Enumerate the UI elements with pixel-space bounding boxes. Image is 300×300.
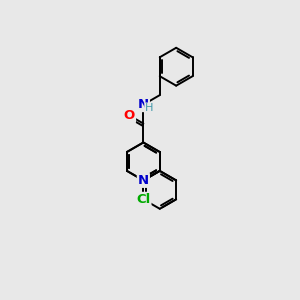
- Text: O: O: [124, 109, 135, 122]
- Text: H: H: [145, 103, 153, 113]
- Text: N: N: [138, 98, 149, 111]
- Text: N: N: [138, 174, 149, 187]
- Text: Cl: Cl: [136, 193, 151, 206]
